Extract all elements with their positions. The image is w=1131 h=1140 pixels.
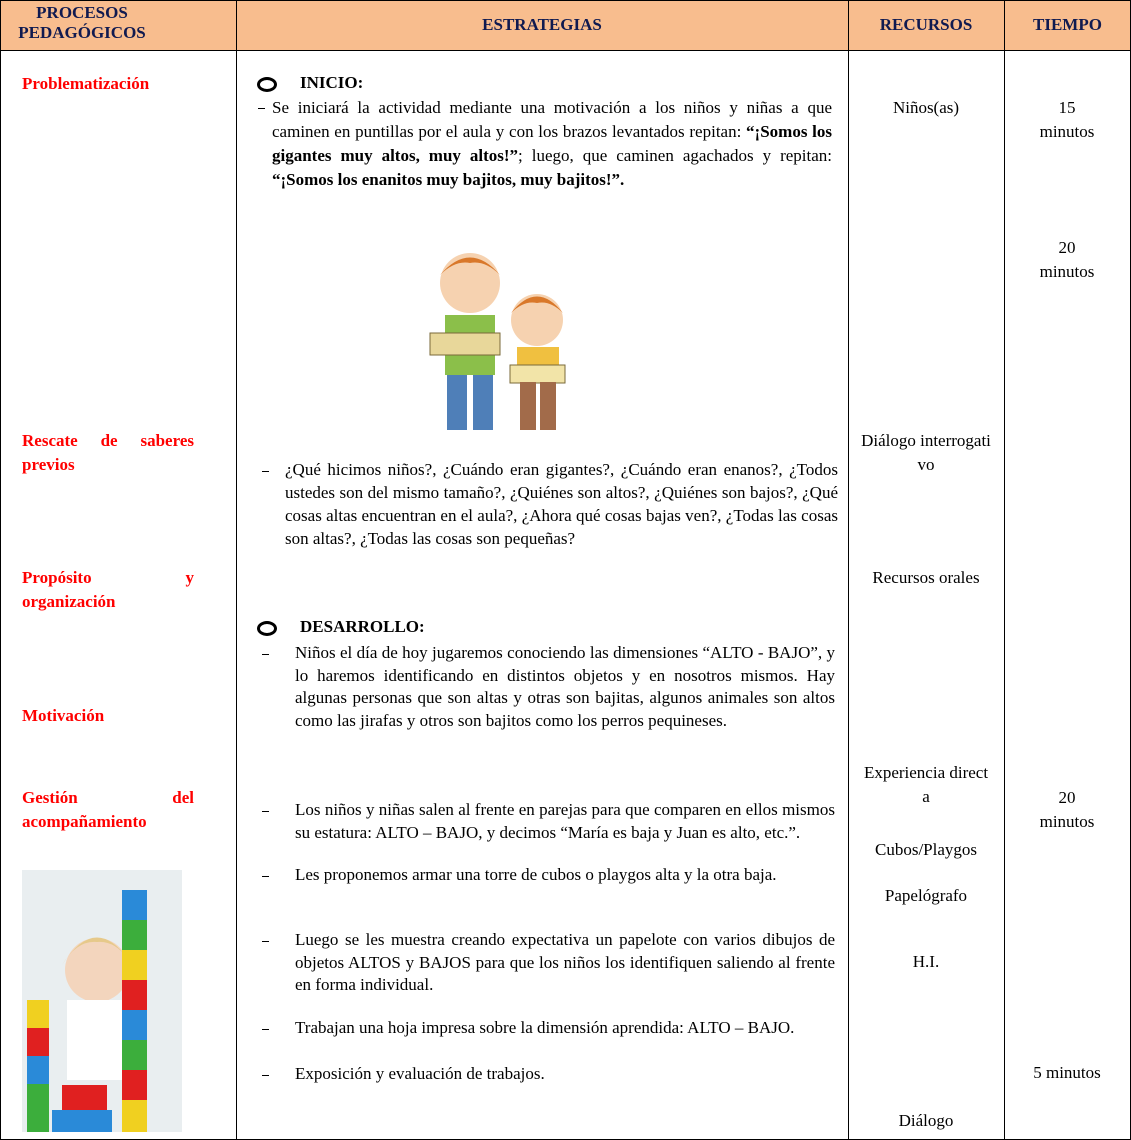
illustration-kids xyxy=(429,253,566,430)
strategy-item: Niños el día de hoy jugaremos conociendo… xyxy=(295,642,835,732)
strategy-item: ¿Qué hicimos niños?, ¿Cuándo eran gigant… xyxy=(285,458,838,550)
resource: Papelógrafo xyxy=(884,886,968,905)
resource: H.I. xyxy=(912,952,940,971)
resource: Experiencia directa xyxy=(863,763,989,806)
text: Trabajan una hoja impresa sobre la dimen… xyxy=(295,1018,795,1037)
time: 20 minutos xyxy=(1039,238,1095,281)
process-label: Problematización xyxy=(22,74,150,93)
section-bullet xyxy=(257,621,277,636)
time: 15 minutos xyxy=(1039,98,1095,141)
time: 20 minutos xyxy=(1039,788,1095,831)
text: ¿Qué hicimos niños?, ¿Cuándo eran gigant… xyxy=(285,460,838,548)
bold-text: “¡Somos los gigantes muy altos, muy alto… xyxy=(272,122,833,165)
photo-child-blocks xyxy=(22,870,182,1132)
text: Niños el día de hoy jugaremos conociendo… xyxy=(295,643,835,730)
item-dash xyxy=(262,471,269,472)
resource: Diálogo interrogativo xyxy=(861,431,991,474)
header-background xyxy=(1,1,1130,50)
text: Les proponemos armar una torre de cubos … xyxy=(295,865,777,884)
item-dash xyxy=(262,876,269,877)
text: Los niños y niñas salen al frente en par… xyxy=(295,800,835,842)
item-dash xyxy=(262,1075,269,1076)
text: Se iniciará la actividad mediante una mo… xyxy=(272,98,832,141)
bold-text: “¡Somos los enanitos muy bajitos, muy ba… xyxy=(272,170,625,189)
item-dash xyxy=(262,811,269,812)
column-header: TIEMPO xyxy=(1033,15,1102,34)
strategy-item: Trabajan una hoja impresa sobre la dimen… xyxy=(295,1017,835,1040)
process-label: Motivación xyxy=(22,706,105,725)
strategy-item: Exposición y evaluación de trabajos. xyxy=(295,1063,835,1086)
strategy-item: Los niños y niñas salen al frente en par… xyxy=(295,799,835,844)
item-dash xyxy=(262,1029,269,1030)
item-dash xyxy=(258,108,265,109)
strategy-item: Luego se les muestra creando expectativa… xyxy=(295,929,835,997)
text: Luego se les muestra creando expectativa… xyxy=(295,930,835,994)
column-header: ESTRATEGIAS xyxy=(482,15,602,34)
item-dash xyxy=(262,654,269,655)
time: 5 minutos xyxy=(1033,1063,1101,1082)
text: ; luego, que caminen agachados y repitan… xyxy=(518,146,832,165)
resource: Diálogo xyxy=(898,1111,954,1130)
item-dash xyxy=(262,941,269,942)
strategy-item: Se iniciará la actividad mediante una mo… xyxy=(272,96,832,192)
section-heading: DESARROLLO: xyxy=(300,617,425,636)
column-header: PROCESOS PEDAGÓGICOS xyxy=(18,3,146,42)
process-label: Rescate de saberes previos xyxy=(22,431,194,474)
process-label: Gestión del acompañamiento xyxy=(22,788,194,831)
section-heading: INICIO: xyxy=(300,73,364,92)
text: Exposición y evaluación de trabajos. xyxy=(295,1064,545,1083)
section-bullet xyxy=(257,77,277,92)
process-label: Propósito y organización xyxy=(22,568,194,611)
column-header: RECURSOS xyxy=(879,15,973,34)
resource: Cubos/Playgos xyxy=(874,840,978,859)
resource: Niños(as) xyxy=(892,98,960,117)
strategy-item: Les proponemos armar una torre de cubos … xyxy=(295,864,835,887)
resource: Recursos orales xyxy=(872,568,980,587)
